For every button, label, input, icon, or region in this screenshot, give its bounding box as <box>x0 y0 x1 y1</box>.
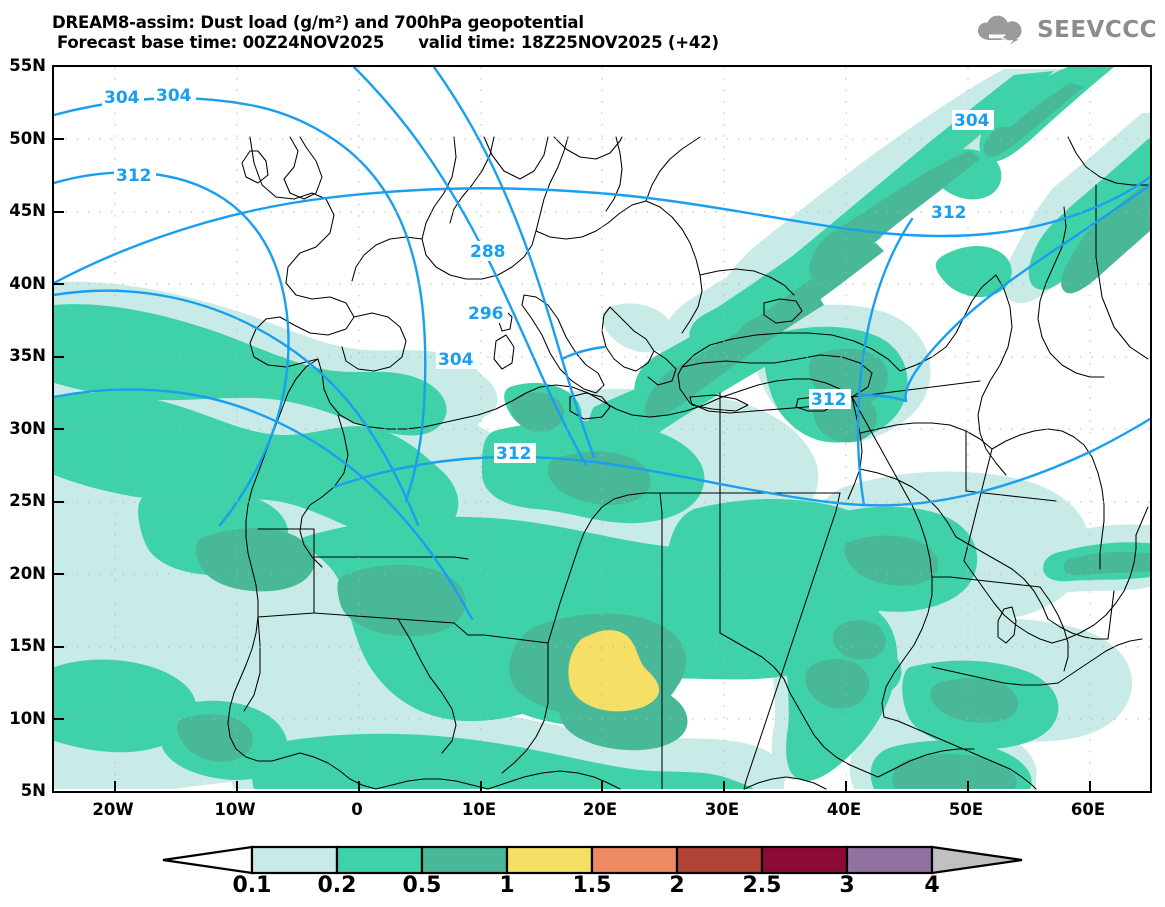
ytick-10N: 10N <box>9 709 46 728</box>
xtick-0: 0 <box>351 800 363 819</box>
contour-label: 288 <box>468 241 510 262</box>
xtick-30E: 30E <box>704 800 740 819</box>
contour-label-group: 304 304 312 288 <box>102 85 994 464</box>
contour-label: 296 <box>466 303 508 324</box>
contour-label: 312 <box>114 165 156 186</box>
colorbar-tick-2.5: 2.5 <box>742 873 782 898</box>
colorbar-tick-2: 2 <box>669 873 685 898</box>
contour-label: 312 <box>494 443 536 464</box>
svg-text:312: 312 <box>931 203 967 223</box>
ytick-25N: 25N <box>9 491 46 510</box>
svg-text:312: 312 <box>496 444 532 464</box>
contour-label: 312 <box>809 389 851 410</box>
forecast-base-time: Forecast base time: 00Z24NOV2025 <box>57 33 385 52</box>
ytick-15N: 15N <box>9 636 46 655</box>
ytick-35N: 35N <box>9 346 46 365</box>
svg-text:288: 288 <box>470 242 506 262</box>
chart-subtitle: Forecast base time: 00Z24NOV2025 valid ti… <box>57 33 719 52</box>
dust-band-0.5 <box>177 83 1150 789</box>
colorbar-segment-1.5-2 <box>590 845 679 875</box>
dust-band-1 <box>568 630 660 712</box>
svg-text:304: 304 <box>104 88 140 108</box>
svg-text:312: 312 <box>811 390 847 410</box>
seevccc-logo: SEEVCCC <box>976 14 1157 46</box>
colorbar-segment-1-1.5 <box>505 845 594 875</box>
cloud-icon <box>978 15 1022 45</box>
xtick-20E: 20E <box>582 800 618 819</box>
xtick-10W: 10W <box>214 800 256 819</box>
colorbar-swatches <box>162 845 1023 875</box>
axis-ticks <box>54 138 1091 791</box>
chart-title: DREAM8-assim: Dust load (g/m²) and 700hP… <box>52 13 584 32</box>
colorbar-segment-0.1-0.2 <box>250 845 339 875</box>
colorbar-segment-3-4 <box>845 845 934 875</box>
contour-label: 304 <box>154 85 196 106</box>
colorbar-extend-max <box>930 845 1023 875</box>
svg-text:304: 304 <box>438 350 474 370</box>
contour-label: 304 <box>102 87 144 108</box>
contour-label: 304 <box>952 110 994 131</box>
colorbar-tick-3: 3 <box>839 873 855 898</box>
colorbar-tick-0.1: 0.1 <box>232 873 272 898</box>
map-outlines <box>227 136 1149 790</box>
ytick-20N: 20N <box>9 564 46 583</box>
ytick-50N: 50N <box>9 129 46 148</box>
ytick-30N: 30N <box>9 419 46 438</box>
ytick-45N: 45N <box>9 201 46 220</box>
forecast-valid-time: valid time: 18Z25NOV2025 (+42) <box>418 33 719 52</box>
ytick-40N: 40N <box>9 274 46 293</box>
xtick-10E: 10E <box>461 800 497 819</box>
map-canvas: 304 304 312 288 <box>54 67 1150 791</box>
xtick-20W: 20W <box>92 800 134 819</box>
colorbar-segment-0.2-0.5 <box>335 845 424 875</box>
colorbar-tick-1.5: 1.5 <box>572 873 612 898</box>
colorbar-tick-0.2: 0.2 <box>317 873 357 898</box>
colorbar-tick-0.5: 0.5 <box>402 873 442 898</box>
xtick-60E: 60E <box>1070 800 1106 819</box>
colorbar-segment-2-2.5 <box>675 845 764 875</box>
contour-label: 312 <box>929 202 971 223</box>
colorbar-extend-min <box>162 845 254 875</box>
ytick-5N: 5N <box>20 781 46 800</box>
chart-header: DREAM8-assim: Dust load (g/m²) and 700hP… <box>0 0 1165 62</box>
colorbar-tick-4: 4 <box>924 873 940 898</box>
xtick-40E: 40E <box>826 800 862 819</box>
map-plot-area: 304 304 312 288 <box>52 65 1152 793</box>
logo-text: SEEVCCC <box>1037 17 1157 43</box>
contour-label: 304 <box>436 349 478 370</box>
colorbar: 0.1 0.2 0.5 1 1.5 2 2.5 3 4 <box>0 840 1165 907</box>
xtick-50E: 50E <box>948 800 984 819</box>
colorbar-segment-2.5-3 <box>760 845 849 875</box>
svg-text:304: 304 <box>156 86 192 106</box>
svg-text:304: 304 <box>954 111 990 131</box>
colorbar-segment-0.5-1 <box>420 845 509 875</box>
geopotential-contours <box>54 67 1150 621</box>
svg-text:296: 296 <box>468 304 504 324</box>
colorbar-tick-1: 1 <box>499 873 515 898</box>
svg-text:312: 312 <box>116 166 152 186</box>
ytick-55N: 55N <box>9 56 46 75</box>
